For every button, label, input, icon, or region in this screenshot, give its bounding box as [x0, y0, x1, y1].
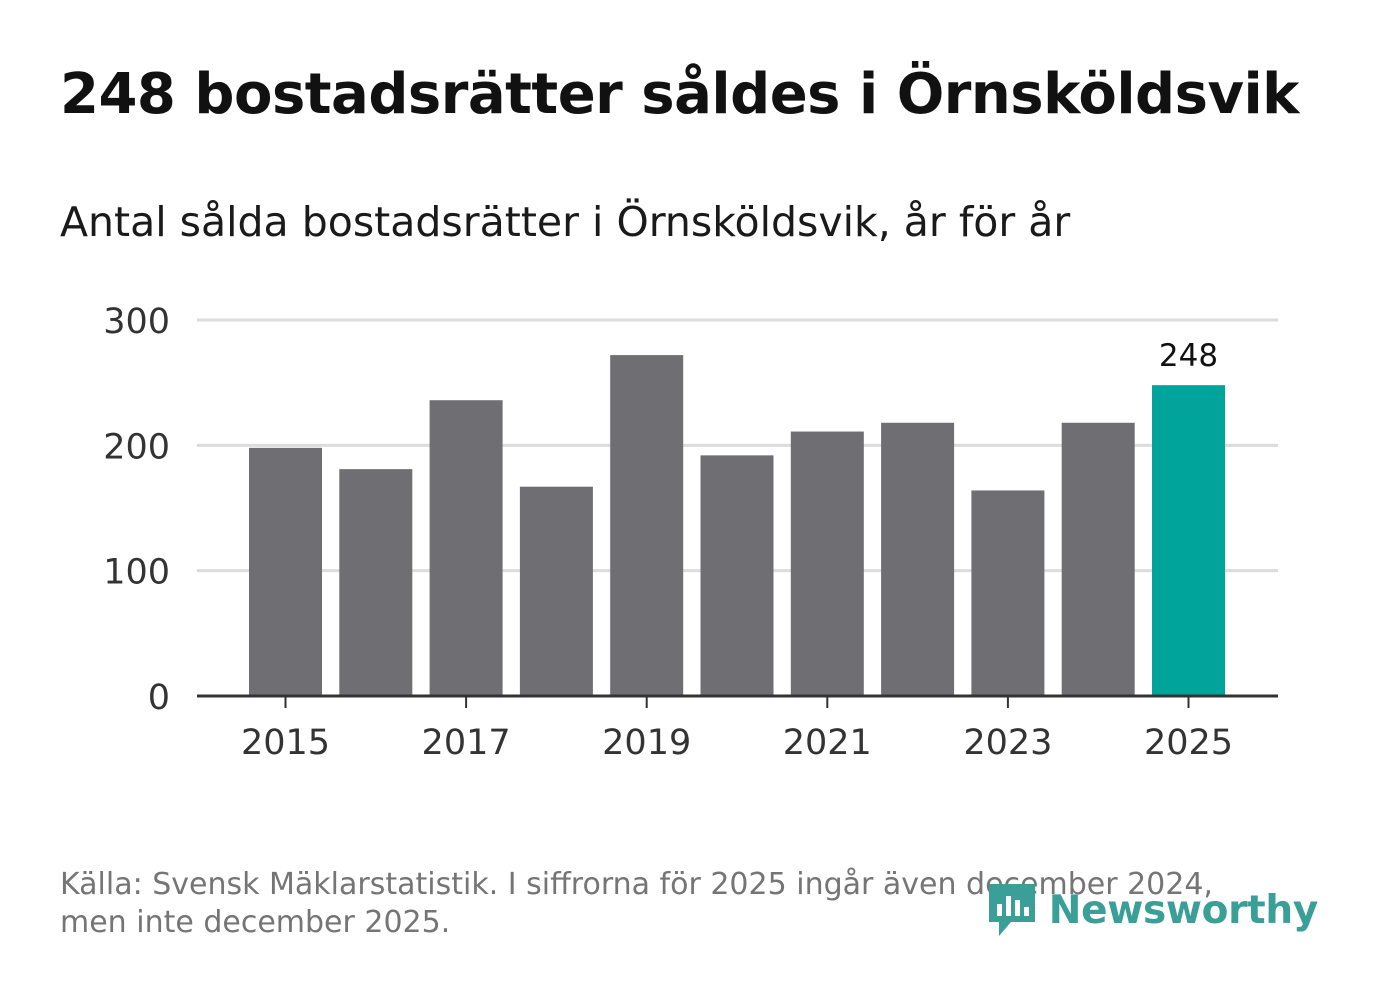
bar-chart: 0 100 200 300 2015 2017 2019 2021 2023 2025 248 — [103, 302, 1278, 763]
data-label-2025: 248 — [1159, 338, 1218, 374]
bar-2021 — [790, 431, 864, 696]
bar-2025 — [1152, 385, 1225, 696]
bar-2018 — [519, 486, 593, 696]
chart-title: 248 bostadsrätter såldes i Örnsköldsvik — [60, 62, 1299, 127]
bar-2017 — [429, 400, 503, 696]
newsworthy-logo[interactable]: Newsworthy — [987, 880, 1318, 940]
bars — [249, 355, 1225, 696]
y-tick-label: 100 — [103, 553, 170, 593]
x-tick-label: 2017 — [422, 723, 511, 763]
bar-2024 — [1061, 422, 1135, 696]
y-tick-label: 0 — [148, 678, 170, 718]
x-tick-label: 2021 — [783, 723, 872, 763]
bar-2015 — [249, 447, 322, 696]
x-tick-label: 2025 — [1144, 723, 1233, 763]
newsworthy-bars-icon — [988, 884, 1035, 936]
bar-2023 — [971, 490, 1045, 696]
y-tick-label: 200 — [103, 427, 170, 467]
bar-2020 — [700, 455, 774, 696]
bar-2022 — [881, 422, 955, 696]
annotations: 248 — [1159, 338, 1218, 374]
logo-text: Newsworthy — [1048, 887, 1319, 933]
x-tick-label: 2023 — [963, 723, 1052, 763]
bar-2016 — [339, 469, 413, 696]
x-tick-label: 2019 — [602, 723, 691, 763]
y-axis-labels: 0 100 200 300 — [103, 302, 170, 718]
x-axis — [197, 694, 1278, 708]
y-tick-label: 300 — [103, 302, 170, 342]
bar-2019 — [610, 355, 684, 696]
footnote-line-2: men inte december 2025. — [60, 905, 451, 940]
x-tick-label: 2015 — [241, 723, 330, 763]
x-axis-labels: 2015 2017 2019 2021 2023 2025 — [241, 723, 1233, 763]
chart-subtitle: Antal sålda bostadsrätter i Örnsköldsvik… — [60, 198, 1071, 246]
